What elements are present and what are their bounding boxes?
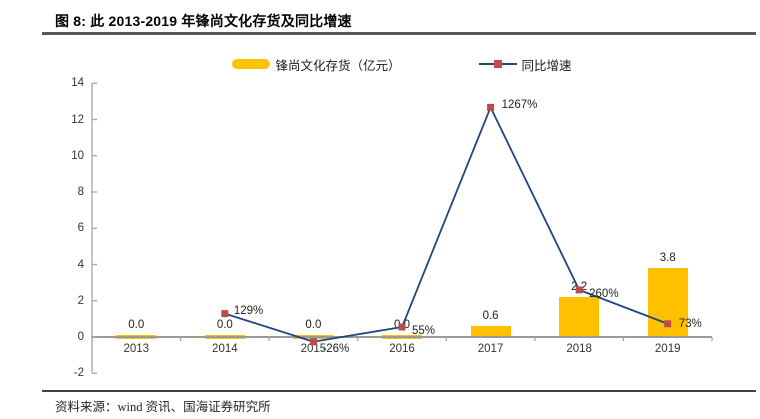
growth-point-label: 73% [678,317,702,330]
growth-marker [309,338,317,346]
legend-item-line: 同比增速 [478,55,572,74]
growth-marker [664,320,672,328]
y-axis-tick-label: 12 [71,113,84,126]
bar-series-swatch-icon [232,59,271,69]
footer-divider [42,390,756,392]
title-divider [42,32,756,35]
x-axis-tick-label: 2018 [566,343,592,355]
growth-marker [575,286,583,294]
y-axis-tick-label: 2 [77,294,84,307]
growth-marker [398,323,406,331]
x-axis-tick-label: 2019 [654,343,681,355]
figure-title: 图 8: 此 2013-2019 年锋尚文化存货及同比增速 [55,13,352,29]
bar-2018 [559,297,600,337]
bar-value-label: 0.6 [482,310,499,323]
growth-marker [221,310,229,318]
growth-point-label: -26% [322,342,350,355]
source-note: 资料来源：wind 资讯、国海证券研究所 [55,400,271,414]
legend-line-label: 同比增速 [521,58,572,73]
bar-value-label: 0.0 [128,319,145,331]
growth-point-label: 55% [412,325,436,338]
line-series-swatch-icon [478,59,517,69]
chart-legend: 锋尚文化存货（亿元） 同比增速 [92,55,712,73]
bar-value-label: 0.0 [216,319,233,331]
growth-point-label: 129% [233,304,264,317]
growth-point-label: 260% [589,287,619,300]
x-axis-tick-label: 2013 [123,343,150,355]
legend-item-bar: 锋尚文化存货（亿元） [232,55,401,74]
x-axis-tick-label: 2014 [212,343,238,355]
growth-point-label: 1267% [501,99,538,112]
y-axis-tick-label: -2 [73,367,84,380]
x-axis-tick-label: 2017 [477,343,504,355]
bar-value-label: 3.8 [659,252,676,265]
y-axis-tick-label: 6 [77,222,84,235]
growth-marker [487,103,495,111]
y-axis-tick-label: 0 [77,331,84,343]
y-axis-tick-label: 10 [71,149,84,162]
x-axis-tick-label: 2016 [389,343,415,355]
y-axis-tick-label: 4 [77,258,84,271]
y-axis-tick-label: 14 [71,77,84,90]
y-axis-tick-label: 8 [77,186,84,198]
bar-2017 [470,326,511,337]
bar-value-label: 0.0 [305,319,322,331]
growth-line [224,105,669,343]
legend-bar-label: 锋尚文化存货（亿元） [275,58,401,73]
x-axis-tick-label: 2015 [300,343,327,355]
